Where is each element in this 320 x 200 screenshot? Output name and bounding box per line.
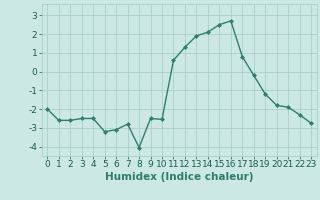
X-axis label: Humidex (Indice chaleur): Humidex (Indice chaleur) xyxy=(105,172,253,182)
